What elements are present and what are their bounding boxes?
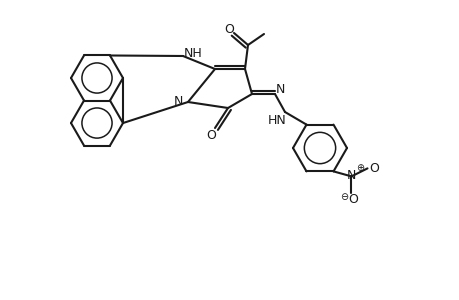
Text: O: O bbox=[348, 193, 358, 206]
Text: ⊖: ⊖ bbox=[340, 192, 348, 203]
Text: O: O bbox=[224, 22, 234, 35]
Text: O: O bbox=[369, 162, 379, 175]
Text: HN: HN bbox=[267, 113, 286, 127]
Text: O: O bbox=[206, 128, 215, 142]
Text: N: N bbox=[346, 169, 355, 182]
Text: ⊕: ⊕ bbox=[356, 164, 364, 173]
Text: NH: NH bbox=[183, 46, 202, 59]
Text: N: N bbox=[173, 94, 182, 107]
Text: N: N bbox=[275, 82, 284, 95]
